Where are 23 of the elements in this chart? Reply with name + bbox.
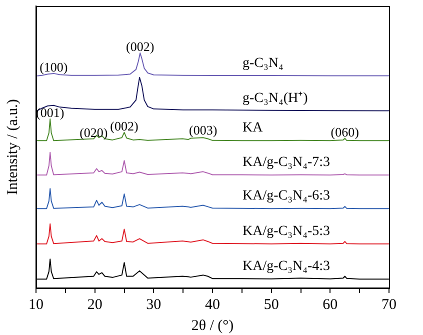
annotation: (002) <box>126 39 154 54</box>
y-axis-title: Intensity / (a.u.) <box>4 99 21 195</box>
series-label: KA/g-C₃N₄-5:3 <box>242 224 330 239</box>
x-tick-label: 50 <box>264 296 279 313</box>
x-tick-label: 40 <box>205 296 220 313</box>
x-tick-label: 60 <box>322 296 338 313</box>
annotation: (100) <box>40 59 68 74</box>
series-label: g-C₃N₄ <box>242 56 284 71</box>
annotation: (001) <box>36 105 64 120</box>
series-label: KA <box>242 120 264 136</box>
x-tick-label: 70 <box>382 296 396 313</box>
annotation: (020) <box>80 124 108 140</box>
x-tick-label: 10 <box>28 296 44 313</box>
annotation: (060) <box>330 124 359 140</box>
series-label: KA/g-C₃N₄-7:3 <box>242 154 330 170</box>
x-axis-title: 2θ / (°) <box>191 318 234 334</box>
x-tick-label: 20 <box>87 296 102 313</box>
annotation: (003) <box>189 122 218 138</box>
x-tick-label: 30 <box>146 296 162 313</box>
series-label: KA/g-C₃N₄-6:3 <box>242 188 330 204</box>
annotation: (002) <box>110 118 138 134</box>
series-label: KA/g-C₃N₄-4:3 <box>242 259 330 274</box>
series-label: g-C₃N₄(H⁺) <box>242 90 308 106</box>
